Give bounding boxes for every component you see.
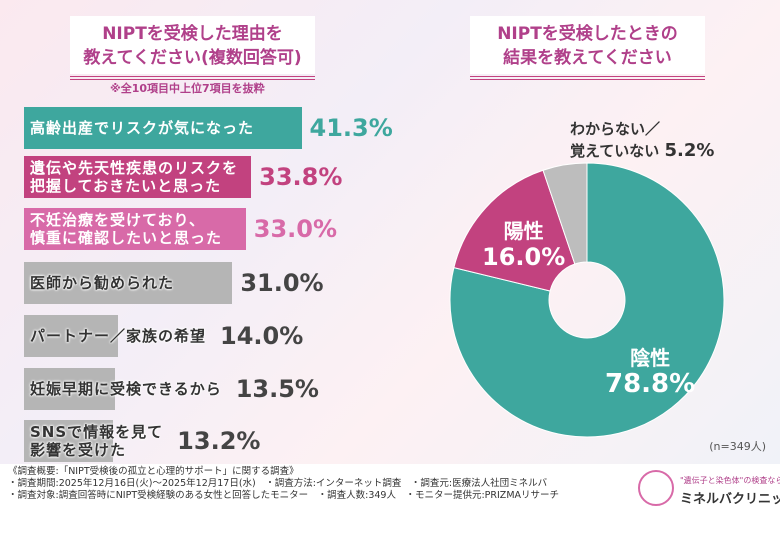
- title-underline: [70, 76, 315, 80]
- bar: [24, 420, 113, 462]
- slice-label-negative: 陰性 78.8%: [605, 345, 695, 397]
- slice-label-positive: 陽性 16.0%: [482, 218, 565, 270]
- bar-label-line: 不妊治療を受けており、: [30, 211, 205, 229]
- pie-slice: [449, 162, 725, 438]
- value: 16.0%: [482, 243, 566, 271]
- bar-label-line: 高齢出産でリスクが気になった: [30, 119, 255, 137]
- sample-size: (n=349人): [709, 440, 766, 453]
- bar-value: 14.0%: [220, 322, 304, 350]
- title-line: NIPTを受検したときの: [497, 24, 678, 44]
- bar: [24, 315, 119, 357]
- bar-label-line: 妊娠早期に受検できるから: [30, 380, 222, 398]
- bar-value: 41.3%: [309, 114, 393, 142]
- title-line: 教えてください(複数回答可): [83, 48, 302, 68]
- bar-value: 31.0%: [240, 269, 324, 297]
- bar-value: 13.5%: [235, 375, 319, 403]
- bar-label: 高齢出産でリスクが気になった: [30, 107, 254, 149]
- logo-name: ミネルバクリニック: [680, 492, 780, 507]
- title-underline: [470, 76, 705, 80]
- pie-slice: [453, 169, 576, 292]
- bar-value: 33.8%: [259, 163, 343, 191]
- bar-label: 不妊治療を受けており、 慎重に確認したいと思った: [30, 208, 222, 250]
- bar: [24, 156, 252, 198]
- bar-label-line: SNSで情報を見て: [30, 423, 164, 441]
- value: 5.2%: [664, 140, 715, 161]
- bar-label: 妊娠早期に受検できるから: [30, 368, 222, 410]
- title-line: 結果を教えてください: [503, 48, 672, 68]
- bar-label-line: 把握しておきたいと思った: [30, 177, 222, 195]
- donut-chart: [449, 162, 725, 438]
- value: 78.8%: [605, 369, 696, 399]
- bar: [24, 368, 115, 410]
- bar-value: 33.0%: [253, 215, 338, 243]
- bar-label: 遺伝や先天性疾患のリスクを 把握しておきたいと思った: [30, 156, 238, 198]
- bar: [24, 262, 233, 304]
- bar-chart-title: NIPTを受検した理由を 教えてください(複数回答可): [70, 16, 315, 80]
- title-line: NIPTを受検した理由を: [102, 24, 283, 44]
- bar: [24, 107, 302, 149]
- bar-label-line: 慎重に確認したいと思った: [30, 229, 223, 247]
- bar-label: 医師から勧められた: [30, 262, 174, 304]
- clinic-logo-icon: [638, 470, 674, 506]
- bar-label-line: 影響を受けた: [30, 441, 127, 459]
- bar-label-line: 医師から勧められた: [30, 274, 175, 292]
- pie-slice: [542, 162, 588, 265]
- logo-tagline: "遺伝子と染色体"の検査なら: [680, 476, 780, 485]
- bar-label: パートナー／家族の希望: [30, 315, 206, 357]
- label: わからない／: [570, 120, 661, 138]
- survey-overview: 《調査概要:「NIPT受検後の孤立と心理的サポート」に関する調査》: [8, 466, 299, 477]
- label: 陰性: [630, 346, 671, 370]
- footer-text: 《調査概要:「NIPT受検後の孤立と心理的サポート」に関する調査》 ・調査期間:…: [8, 466, 630, 502]
- bar-label-line: 遺伝や先天性疾患のリスクを: [30, 159, 239, 177]
- bar-label-line: パートナー／家族の希望: [30, 327, 207, 345]
- survey-details: ・調査期間:2025年12月16日(火)～2025年12月17日(水) ・調査方…: [8, 478, 548, 489]
- slice-label-unknown: わからない／ 覚えていない 5.2%: [570, 118, 714, 162]
- survey-target: ・調査対象:調査回答時にNIPT受検経験のある女性と回答したモニター ・調査人数…: [8, 490, 560, 501]
- bar-chart-note: ※全10項目中上位7項目を抜粋: [110, 82, 265, 95]
- bar-value: 13.2%: [177, 427, 261, 455]
- label: 覚えていない: [570, 142, 660, 160]
- pie-chart-title: NIPTを受検したときの 結果を教えてください: [470, 16, 705, 80]
- bar-label: SNSで情報を見て 影響を受けた: [30, 420, 163, 462]
- label: 陽性: [503, 219, 544, 243]
- bar: [24, 208, 246, 250]
